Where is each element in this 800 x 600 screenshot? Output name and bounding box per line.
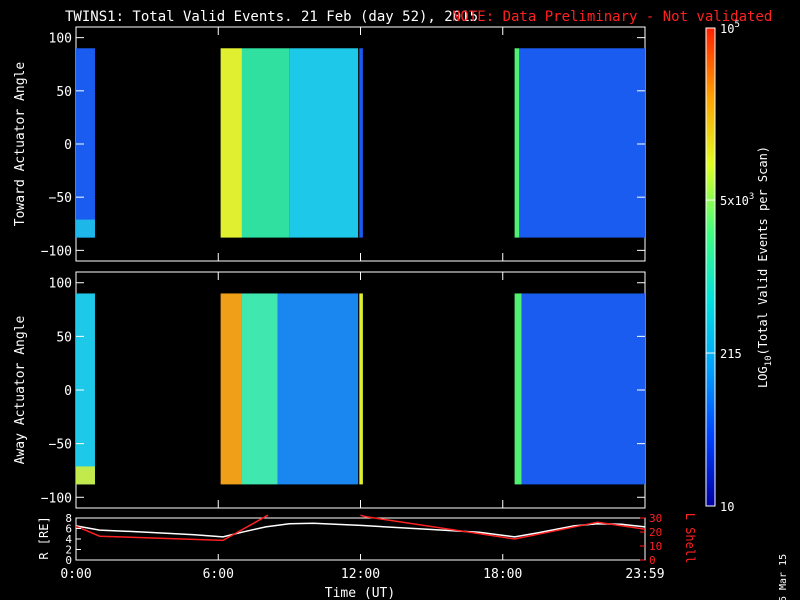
chart-title: TWINS1: Total Valid Events. 21 Feb (day … <box>65 9 478 25</box>
away-heatmap-block <box>521 293 645 485</box>
toward-y-axis: 100 50 0 −50 −100 <box>41 32 645 259</box>
away-x-ticks <box>75 272 646 508</box>
away-heatmap-block <box>220 293 242 485</box>
away-panel: 100 50 0 −50 −100 Away Actuator Angle <box>13 271 646 509</box>
colorbar-ticks: 10 215 5x103 105 <box>706 20 754 514</box>
away-heatmap-block <box>241 293 278 485</box>
away-y-tick-label: 100 <box>49 277 72 292</box>
away-y-tick-label: 50 <box>56 330 72 345</box>
away-heatmap-block <box>76 293 95 485</box>
away-heatmap-block <box>359 293 363 485</box>
orbit-lshell-tick-label: 10 <box>649 540 662 553</box>
toward-heatmap <box>76 48 645 238</box>
toward-heatmap-block <box>289 48 359 238</box>
toward-heatmap-block <box>359 48 363 238</box>
colorbar-tick-label: 105 <box>720 20 740 36</box>
away-y-axis: 100 50 0 −50 −100 <box>41 277 645 506</box>
colorbar-label-rest: (Total Valid Events per Scan) <box>756 146 770 356</box>
colorbar-tick-label: 5x103 <box>720 192 754 208</box>
date-stamp: 6 Mar 15 <box>778 554 789 600</box>
toward-panel: 100 50 0 −50 −100 Toward Actuator Angle <box>13 26 646 262</box>
toward-y-tick-label: 50 <box>56 85 72 100</box>
toward-y-tick-label: 100 <box>49 32 72 47</box>
time-tick-label: 12:00 <box>341 567 380 582</box>
toward-y-tick-label: 0 <box>64 138 72 153</box>
orbit-lines <box>75 514 646 542</box>
toward-heatmap-block <box>514 48 520 238</box>
toward-heatmap-block <box>76 48 95 238</box>
toward-x-ticks <box>75 27 646 261</box>
away-heatmap <box>76 293 645 485</box>
colorbar-label-main: LOG <box>756 366 770 388</box>
time-tick-label: 6:00 <box>203 567 234 582</box>
toward-heatmap-edge <box>76 219 95 238</box>
orbit-series-line <box>75 514 646 542</box>
time-tick-label: 18:00 <box>483 567 522 582</box>
toward-heatmap-block <box>220 48 242 238</box>
away-y-tick-label: −100 <box>41 491 72 506</box>
orbit-lshell-tick-label: 0 <box>649 554 656 567</box>
time-tick-label: 0:00 <box>60 567 91 582</box>
away-heatmap-edge <box>76 466 95 485</box>
away-y-tick-label: −50 <box>49 438 72 453</box>
orbit-r-tick-label: 8 <box>65 512 72 525</box>
away-y-tick-label: 0 <box>64 384 72 399</box>
orbit-lshell-tick-label: 20 <box>649 526 662 539</box>
toward-heatmap-block <box>241 48 290 238</box>
colorbar-label: LOG10(Total Valid Events per Scan) <box>756 146 774 388</box>
time-axis-label: Time (UT) <box>325 586 395 600</box>
colorbar-tick-label: 215 <box>720 347 742 361</box>
toward-y-axis-label: Toward Actuator Angle <box>13 62 28 227</box>
orbit-r-tick-label: 2 <box>65 544 72 557</box>
toward-y-tick-label: −100 <box>41 244 72 259</box>
orbit-r-tick-label: 0 <box>65 554 72 567</box>
orbit-x-axis: 0:00 6:00 12:00 18:00 23:59 <box>60 554 665 582</box>
colorbar-scale <box>705 27 716 507</box>
toward-heatmap-block <box>519 48 645 238</box>
orbit-lshell-axis-label: L Shell <box>683 513 697 564</box>
preliminary-note: NOTE: Data Preliminary - Not validated <box>452 9 772 25</box>
toward-y-tick-label: −50 <box>49 191 72 206</box>
orbit-lshell-tick-label: 30 <box>649 512 662 525</box>
time-tick-label: 23:59 <box>625 567 664 582</box>
orbit-r-tick-label: 6 <box>65 523 72 536</box>
colorbar-tick-label: 10 <box>720 500 734 514</box>
orbit-r-axis-label: R [RE] <box>37 516 51 559</box>
orbit-r-tick-label: 4 <box>65 533 72 546</box>
colorbar-label-sub: 10 <box>764 355 774 366</box>
away-heatmap-block <box>514 293 522 485</box>
away-heatmap-block <box>277 293 359 485</box>
away-y-axis-label: Away Actuator Angle <box>13 315 28 464</box>
